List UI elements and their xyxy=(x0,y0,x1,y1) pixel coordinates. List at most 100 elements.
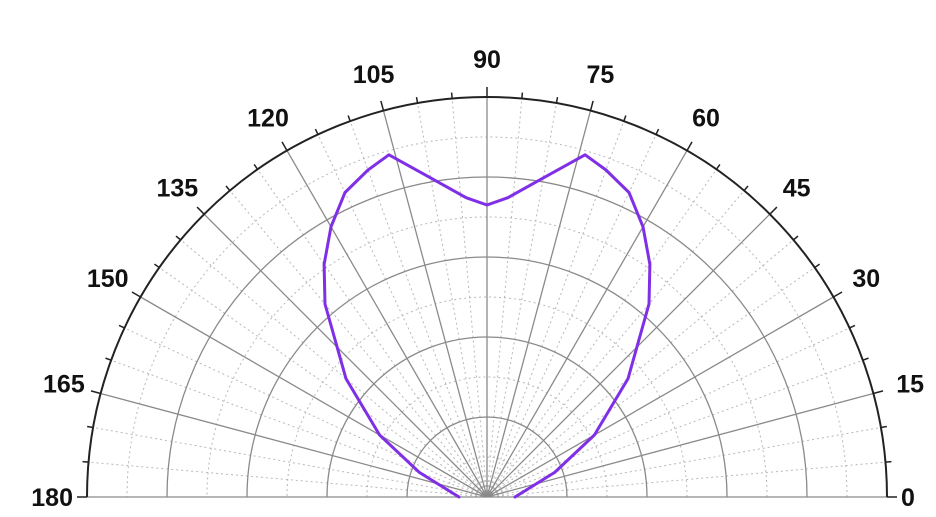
minor-spoke xyxy=(486,190,745,498)
major-ring xyxy=(246,256,728,498)
minor-tick xyxy=(849,324,856,329)
data-point xyxy=(344,377,348,380)
minor-spoke xyxy=(486,120,625,498)
major-spoke xyxy=(286,150,488,498)
data-point xyxy=(343,191,347,194)
data-point xyxy=(378,433,381,437)
major-tick xyxy=(196,206,205,215)
major-spoke xyxy=(486,110,592,498)
minor-spoke xyxy=(486,267,815,498)
minor-tick xyxy=(175,235,182,241)
minor-spoke xyxy=(349,120,488,498)
minor-tick xyxy=(253,163,259,170)
major-ring xyxy=(326,336,648,498)
minor-tick xyxy=(82,460,89,463)
data-point xyxy=(464,196,468,199)
data-point xyxy=(457,495,461,499)
data-point xyxy=(322,263,326,266)
minor-spoke xyxy=(417,102,488,498)
minor-tick xyxy=(118,324,125,329)
data-point xyxy=(513,495,517,499)
minor-tick xyxy=(521,92,524,99)
data-point xyxy=(485,203,489,207)
data-point xyxy=(506,196,510,199)
minor-tick xyxy=(555,97,559,104)
minor-ring xyxy=(206,216,768,498)
minor-spoke xyxy=(180,239,488,498)
minor-tick xyxy=(743,185,749,192)
data-point xyxy=(387,153,391,156)
angle-tick-label: 135 xyxy=(156,174,198,202)
minor-spoke xyxy=(486,461,886,498)
major-spoke xyxy=(486,150,688,498)
major-tick xyxy=(589,100,594,111)
data-point xyxy=(418,471,421,474)
angle-tick-label: 60 xyxy=(692,105,720,133)
minor-tick xyxy=(105,357,112,361)
minor-tick xyxy=(623,115,627,122)
major-tick xyxy=(90,390,101,395)
data-point xyxy=(323,302,327,306)
data-point xyxy=(604,168,608,172)
angle-tick-label: 180 xyxy=(31,484,73,512)
major-tick xyxy=(833,291,843,298)
minor-tick xyxy=(885,460,892,463)
minor-tick xyxy=(153,263,160,269)
major-tick xyxy=(131,291,141,298)
minor-tick xyxy=(715,163,721,170)
major-tick xyxy=(380,100,385,111)
major-spoke xyxy=(486,213,771,498)
angle-tick-labels: 0 15 30 45 60 75 90 105 120 135 150 165 180 xyxy=(31,46,924,512)
major-ring xyxy=(406,416,568,498)
data-point xyxy=(366,168,370,172)
major-tick xyxy=(686,141,693,151)
angle-tick-label: 0 xyxy=(901,484,915,512)
angle-tick-label: 120 xyxy=(247,105,289,133)
angle-tick-label: 15 xyxy=(896,371,924,399)
data-point xyxy=(641,225,645,229)
major-spoke xyxy=(100,392,488,498)
minor-ring xyxy=(286,296,688,498)
minor-tick xyxy=(450,92,453,99)
minor-spoke xyxy=(486,239,794,498)
minor-tick xyxy=(415,97,419,104)
minor-tick xyxy=(347,115,351,122)
data-point xyxy=(648,263,652,266)
angle-tick-label: 30 xyxy=(852,265,880,293)
data-point xyxy=(647,302,651,306)
data-point xyxy=(627,191,631,194)
major-spoke xyxy=(203,213,488,498)
minor-spoke xyxy=(229,190,488,498)
major-tick xyxy=(281,141,288,151)
minor-tick xyxy=(792,235,799,241)
minor-tick xyxy=(87,425,94,429)
minor-tick xyxy=(655,128,660,135)
angle-tick-label: 75 xyxy=(586,61,614,89)
minor-tick xyxy=(225,185,231,192)
data-point xyxy=(593,433,596,437)
major-tick xyxy=(769,206,778,215)
angle-tick-label: 90 xyxy=(473,46,501,74)
minor-tick xyxy=(814,263,821,269)
minor-tick xyxy=(314,128,319,135)
minor-spoke xyxy=(486,427,882,498)
series-layer xyxy=(322,153,652,499)
data-point xyxy=(553,471,556,474)
major-spoke xyxy=(382,110,488,498)
major-grid xyxy=(77,87,897,498)
data-point xyxy=(626,377,630,380)
major-spoke xyxy=(140,296,488,498)
angle-tick-label: 165 xyxy=(43,371,85,399)
minor-tick xyxy=(862,357,869,361)
data-point xyxy=(583,153,587,156)
data-point xyxy=(329,225,333,229)
minor-grid xyxy=(88,98,886,498)
angle-tick-label: 150 xyxy=(87,265,129,293)
data-point xyxy=(542,176,545,180)
data-point xyxy=(429,176,432,180)
major-spoke xyxy=(486,392,874,498)
minor-spoke xyxy=(486,102,557,498)
minor-tick xyxy=(880,425,887,429)
major-spoke xyxy=(486,296,834,498)
